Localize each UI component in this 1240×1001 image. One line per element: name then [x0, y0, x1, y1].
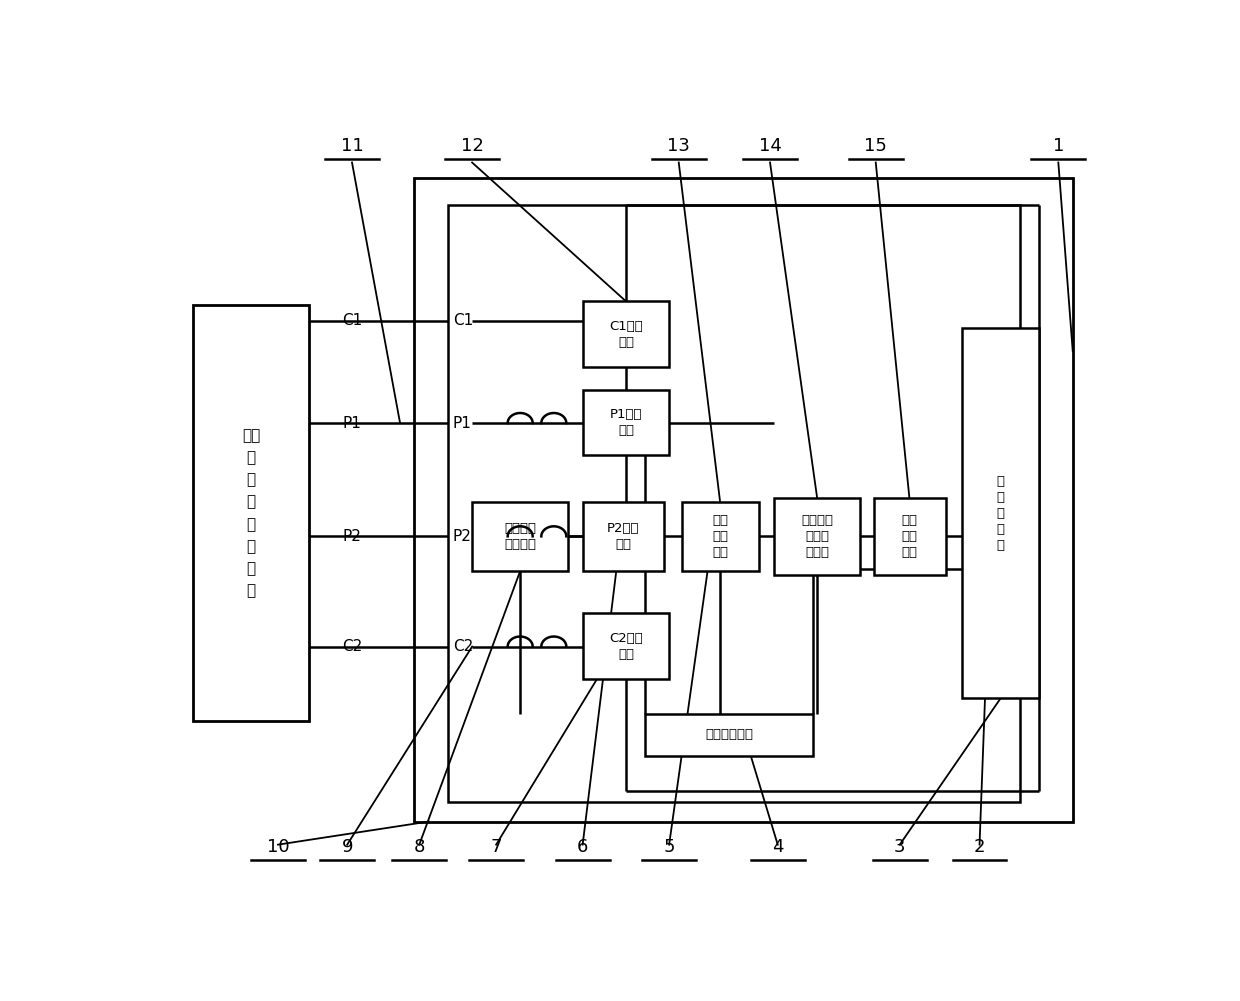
FancyBboxPatch shape	[583, 301, 670, 366]
FancyBboxPatch shape	[583, 502, 665, 571]
Text: 7: 7	[490, 838, 502, 856]
Text: 标准
电阵
系统: 标准 电阵 系统	[712, 514, 728, 559]
FancyBboxPatch shape	[448, 205, 1019, 802]
Text: 电流采样
选择继
电器组: 电流采样 选择继 电器组	[801, 514, 833, 559]
Text: P2: P2	[342, 529, 361, 544]
Text: 2: 2	[973, 838, 986, 856]
FancyBboxPatch shape	[962, 328, 1039, 699]
Text: 14: 14	[759, 137, 781, 155]
Text: C2继电
器组: C2继电 器组	[609, 632, 642, 661]
Text: C2: C2	[342, 639, 362, 654]
Text: P1: P1	[342, 415, 361, 430]
FancyBboxPatch shape	[414, 178, 1073, 822]
Text: 9: 9	[341, 838, 353, 856]
Text: C2: C2	[453, 639, 474, 654]
FancyBboxPatch shape	[682, 502, 759, 571]
Text: P2: P2	[453, 529, 471, 544]
Text: 电流
采集
系统: 电流 采集 系统	[901, 514, 918, 559]
Text: C1: C1	[342, 313, 362, 328]
Text: C1继电
器组: C1继电 器组	[609, 319, 642, 348]
Text: C1: C1	[453, 313, 474, 328]
Text: P1: P1	[453, 415, 471, 430]
FancyBboxPatch shape	[645, 714, 813, 756]
Text: 8: 8	[414, 838, 425, 856]
FancyBboxPatch shape	[583, 390, 670, 455]
Text: 主
控
制
系
统: 主 控 制 系 统	[997, 474, 1004, 552]
FancyBboxPatch shape	[472, 502, 568, 571]
FancyBboxPatch shape	[193, 305, 309, 722]
Text: 接地
导
通
电
阵
测
试
仪: 接地 导 通 电 阵 测 试 仪	[242, 428, 260, 599]
Text: 12: 12	[461, 137, 484, 155]
Text: 5: 5	[663, 838, 675, 856]
Text: 电压采集
继电器组: 电压采集 继电器组	[505, 522, 536, 551]
Text: 3: 3	[894, 838, 905, 856]
Text: 1: 1	[1053, 137, 1064, 155]
Text: 15: 15	[864, 137, 887, 155]
FancyBboxPatch shape	[583, 614, 670, 679]
Text: 11: 11	[341, 137, 363, 155]
Text: 13: 13	[667, 137, 691, 155]
FancyBboxPatch shape	[874, 497, 946, 575]
Text: 10: 10	[267, 838, 289, 856]
Text: P2继电
器组: P2继电 器组	[608, 522, 640, 551]
Text: 6: 6	[577, 838, 588, 856]
Text: P1继电
器组: P1继电 器组	[610, 408, 642, 437]
FancyBboxPatch shape	[774, 497, 861, 575]
Text: 电压采集系统: 电压采集系统	[706, 729, 753, 742]
Text: 4: 4	[773, 838, 784, 856]
